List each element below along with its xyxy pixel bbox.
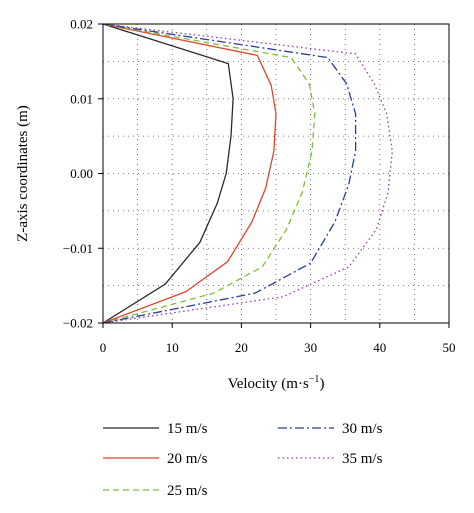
series-line-5	[102, 23, 393, 324]
legend-label-1: 15 m/s	[167, 421, 208, 437]
series-line-2	[102, 23, 277, 324]
legend-label-5: 35 m/s	[342, 451, 383, 467]
legend-label-2: 20 m/s	[167, 451, 208, 467]
x-tick-label: 20	[235, 340, 248, 355]
legend-label-3: 25 m/s	[167, 483, 208, 499]
grid-lines	[103, 24, 449, 323]
legend: 15 m/s 20 m/s 25 m/s 30 m/s 35 m/s	[103, 421, 383, 499]
x-tick-label: 50	[443, 340, 456, 355]
y-tick-label: 0.02	[70, 17, 93, 32]
x-axis-label-close: )	[319, 376, 324, 392]
y-axis-ticks: −0.02 −0.01 0.00 0.01 0.02	[63, 17, 103, 331]
x-tick-label: 10	[166, 340, 179, 355]
series-line-1	[102, 23, 234, 324]
x-tick-label: 40	[373, 340, 386, 355]
series-line-3	[102, 23, 316, 324]
legend-label-4: 30 m/s	[342, 421, 383, 437]
x-axis-label-main: Velocity (m·s	[228, 376, 309, 392]
y-tick-label: −0.02	[63, 316, 93, 331]
series-lines	[102, 23, 393, 324]
x-tick-label: 30	[304, 340, 317, 355]
y-tick-label: 0.00	[70, 166, 93, 181]
y-tick-label: 0.01	[70, 91, 93, 106]
x-axis-ticks: 0 10 20 30 40 50	[100, 323, 456, 355]
y-tick-label: −0.01	[63, 241, 93, 256]
y-axis-label: Z-axis coordinates (m)	[15, 105, 31, 242]
plot-frame	[102, 23, 450, 324]
x-tick-label: 0	[100, 340, 107, 355]
x-axis-label-superscript: −1	[309, 374, 320, 385]
x-axis-label: Velocity (m·s−1)	[228, 374, 325, 392]
